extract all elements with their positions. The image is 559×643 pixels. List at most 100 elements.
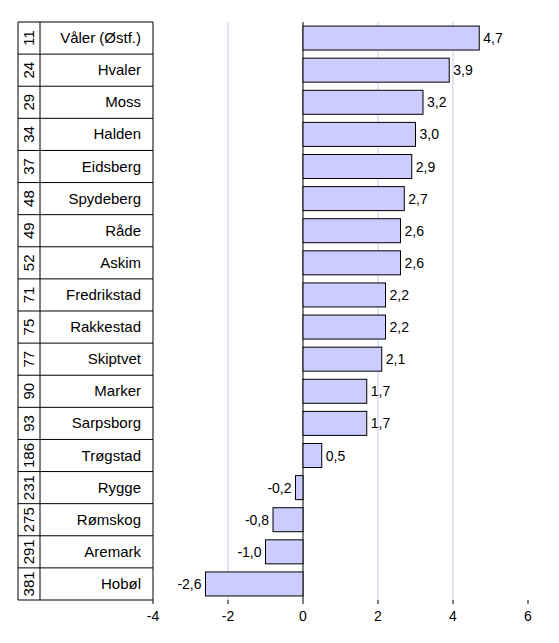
bar <box>303 315 386 339</box>
table-line <box>18 86 153 87</box>
category-label: Hvaler <box>98 61 141 78</box>
data-label: -0,8 <box>245 512 269 528</box>
tick-label: 4 <box>449 608 457 624</box>
rank-label: 49 <box>20 222 37 239</box>
rank-label: 29 <box>20 94 37 111</box>
bar <box>303 155 412 179</box>
bar <box>303 251 401 275</box>
data-label: 2,1 <box>386 351 406 367</box>
bars <box>206 26 480 596</box>
tick-label: -2 <box>222 608 235 624</box>
rank-label: 52 <box>20 254 37 271</box>
tick-label: 2 <box>374 608 382 624</box>
category-label: Råde <box>105 222 141 239</box>
data-label: 2,9 <box>416 159 436 175</box>
data-label: 3,2 <box>427 94 447 110</box>
category-label: Hobøl <box>101 575 141 592</box>
rank-label: 77 <box>20 351 37 368</box>
table-line <box>18 182 153 183</box>
rank-label: 75 <box>20 319 37 336</box>
category-label: Moss <box>105 93 141 110</box>
bar <box>303 90 423 114</box>
table-line <box>18 311 153 312</box>
table-line <box>18 567 153 568</box>
table-line <box>18 22 153 23</box>
bar <box>266 540 304 564</box>
grid-line <box>228 22 229 600</box>
category-label: Marker <box>94 382 141 399</box>
rank-label: 291 <box>20 539 37 564</box>
rank-label: 11 <box>20 30 37 46</box>
table-line <box>18 439 153 440</box>
rank-label: 34 <box>20 126 37 143</box>
data-label: 3,9 <box>453 62 473 78</box>
tick-mark <box>153 600 154 604</box>
rank-label: 93 <box>20 415 37 432</box>
grid-line <box>453 22 454 600</box>
data-label: 4,7 <box>483 30 503 46</box>
bar <box>303 444 322 468</box>
bar <box>303 411 367 435</box>
rank-label: 48 <box>20 190 37 207</box>
table-line <box>18 214 153 215</box>
data-label: -2,6 <box>177 576 201 592</box>
table-line <box>18 246 153 247</box>
rank-label: 37 <box>20 158 37 175</box>
table-line <box>18 471 153 472</box>
bar <box>303 379 367 403</box>
category-label: Rømskog <box>77 511 141 528</box>
table-line <box>18 343 153 344</box>
table-line <box>18 118 153 119</box>
bar <box>303 26 479 50</box>
category-label: Sarpsborg <box>72 414 141 431</box>
tick-mark <box>378 600 379 604</box>
table <box>18 22 153 600</box>
data-label: -0,2 <box>267 480 291 496</box>
data-label: 2,2 <box>390 319 410 335</box>
bar <box>273 508 303 532</box>
tick-mark <box>303 600 304 604</box>
bar <box>303 58 449 82</box>
rank-label: 186 <box>20 443 37 468</box>
tick-mark <box>528 600 529 604</box>
tick-label: 6 <box>524 608 532 624</box>
bar <box>303 187 404 211</box>
category-label: Aremark <box>84 543 141 560</box>
category-label: Spydeberg <box>68 190 141 207</box>
tick-mark <box>228 600 229 604</box>
category-label: Skiptvet <box>88 350 142 367</box>
bar <box>303 347 382 371</box>
table-line <box>18 54 153 55</box>
rank-label: 71 <box>20 287 37 304</box>
rank-label: 275 <box>20 507 37 532</box>
rank-label: 90 <box>20 383 37 400</box>
data-label: -1,0 <box>237 544 261 560</box>
bar <box>296 476 304 500</box>
category-label: Rakkestad <box>70 318 141 335</box>
category-label: Trøgstad <box>82 447 141 464</box>
tick-label: 0 <box>299 608 307 624</box>
rank-label: 24 <box>20 62 37 79</box>
bar <box>206 572 304 596</box>
category-label: Eidsberg <box>82 158 141 175</box>
bar <box>303 219 401 243</box>
table-line <box>18 375 153 376</box>
table-line <box>18 150 153 151</box>
category-label: Askim <box>100 254 141 271</box>
category-label: Rygge <box>98 479 141 496</box>
table-line <box>18 278 153 279</box>
data-label: 2,2 <box>390 287 410 303</box>
data-label: 2,6 <box>405 255 425 271</box>
table-line <box>18 407 153 408</box>
tick-label: -4 <box>147 608 160 624</box>
data-label: 0,5 <box>326 448 346 464</box>
rank-label: 381 <box>20 571 37 596</box>
data-label: 1,7 <box>371 383 391 399</box>
category-label: Halden <box>93 125 141 142</box>
category-label: Fredrikstad <box>66 286 141 303</box>
bar <box>303 283 386 307</box>
tick-mark <box>453 600 454 604</box>
category-label: Våler (Østf.) <box>60 29 141 46</box>
data-label: 3,0 <box>420 126 440 142</box>
table-line <box>18 535 153 536</box>
